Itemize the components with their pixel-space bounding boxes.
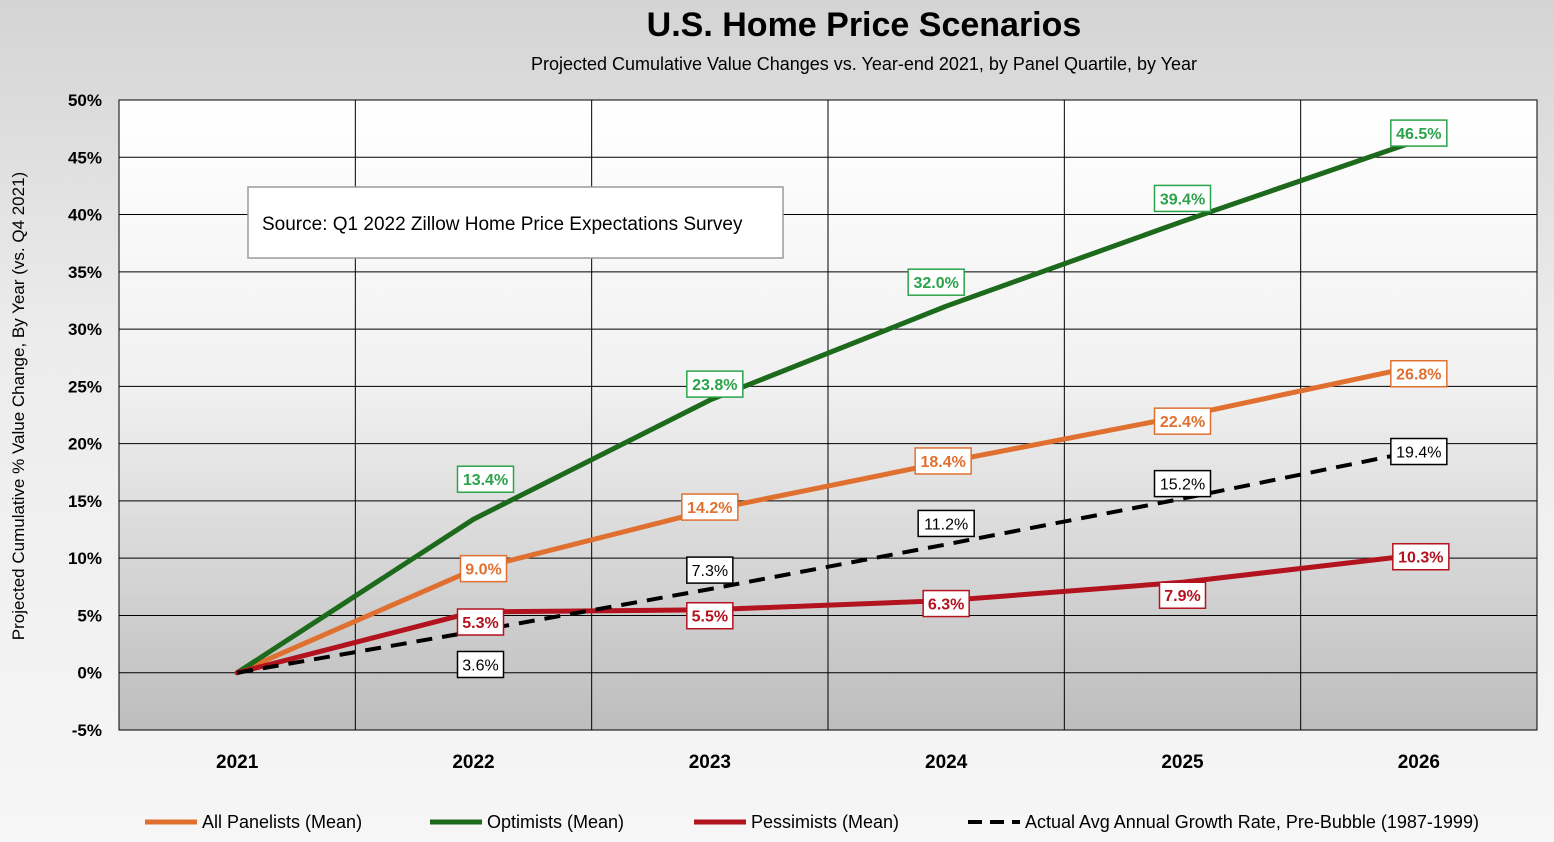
data-label-text: 3.6%: [462, 657, 498, 674]
x-tick-label: 2021: [216, 752, 259, 773]
data-label-text: 11.2%: [924, 516, 968, 533]
data-label: 46.5%: [1390, 119, 1448, 147]
data-label: 11.2%: [917, 509, 975, 538]
y-tick-label: 15%: [68, 492, 102, 511]
legend-item: Optimists (Mean): [430, 812, 624, 832]
x-tick-label: 2023: [689, 752, 731, 773]
legend-item: Actual Avg Annual Growth Rate, Pre-Bubbl…: [968, 812, 1479, 832]
legend-item: All Panelists (Mean): [145, 812, 362, 832]
legend-label: Actual Avg Annual Growth Rate, Pre-Bubbl…: [1025, 812, 1479, 832]
chart-subtitle: Projected Cumulative Value Changes vs. Y…: [530, 54, 1198, 74]
data-label: 32.0%: [907, 268, 965, 296]
y-tick-label: 45%: [68, 148, 102, 167]
data-label-text: 22.4%: [1160, 414, 1205, 431]
data-label-text: 9.0%: [465, 562, 501, 579]
data-label: 5.3%: [456, 608, 505, 636]
legend: All Panelists (Mean) Optimists (Mean) Pess…: [145, 812, 1479, 832]
y-tick-label: 35%: [68, 263, 102, 282]
data-label: 13.4%: [456, 465, 515, 493]
chart-title: U.S. Home Price Scenarios: [646, 6, 1082, 44]
y-tick-label: 0%: [77, 664, 102, 683]
data-label: 23.8%: [686, 370, 744, 398]
legend-item: Pessimists (Mean): [694, 812, 899, 832]
y-tick-label: 10%: [68, 549, 102, 568]
y-axis-label: Projected Cumulative % Value Change, By …: [9, 172, 28, 640]
data-label: 9.0%: [459, 554, 508, 583]
data-label: 39.4%: [1153, 184, 1212, 213]
data-label-text: 5.3%: [462, 615, 498, 632]
data-label: 15.2%: [1153, 469, 1212, 498]
data-label-text: 14.2%: [687, 500, 732, 517]
data-label-text: 32.0%: [913, 275, 958, 292]
series-line-3: [236, 448, 1420, 675]
data-label: 10.3%: [1392, 542, 1450, 571]
data-label-text: 5.5%: [692, 609, 728, 626]
source-annotation: Source: Q1 2022 Zillow Home Price Expect…: [247, 186, 784, 259]
legend-label: Optimists (Mean): [487, 812, 624, 832]
data-label-text: 46.5%: [1396, 126, 1441, 143]
data-label-text: 26.8%: [1396, 367, 1441, 384]
x-tick-label: 2025: [1161, 752, 1204, 773]
series-line-2: [234, 552, 1422, 676]
data-label-text: 6.3%: [928, 597, 964, 614]
data-label-text: 7.3%: [692, 563, 728, 580]
data-label-text: 15.2%: [1160, 477, 1205, 494]
data-label: 7.9%: [1158, 581, 1207, 609]
x-tick-label: 2022: [452, 752, 494, 773]
data-label: 14.2%: [681, 493, 739, 521]
y-tick-label: 25%: [68, 377, 102, 396]
legend-label: All Panelists (Mean): [202, 812, 362, 832]
y-tick-label: -5%: [72, 721, 102, 740]
data-label-text: 19.4%: [1396, 445, 1441, 462]
legend-label: Pessimists (Mean): [751, 812, 899, 832]
data-label: 18.4%: [914, 447, 972, 475]
data-label: 3.6%: [456, 650, 505, 679]
series-line-1: [234, 137, 1422, 676]
data-label-text: 23.8%: [692, 377, 737, 394]
y-tick-label: 30%: [68, 320, 102, 339]
data-label-text: 18.4%: [920, 454, 965, 471]
x-tick-label: 2026: [1398, 752, 1440, 773]
y-tick-label: 50%: [68, 91, 102, 110]
y-tick-label: 40%: [68, 206, 102, 225]
data-label: 6.3%: [922, 589, 970, 618]
data-label-text: 10.3%: [1398, 550, 1443, 567]
data-label: 22.4%: [1153, 407, 1212, 435]
source-text: Source: Q1 2022 Zillow Home Price Expect…: [262, 214, 743, 235]
data-label: 26.8%: [1390, 359, 1448, 388]
y-tick-label: 20%: [68, 435, 102, 454]
data-label: 5.5%: [686, 601, 734, 630]
data-label: 7.3%: [686, 556, 734, 584]
data-label: 19.4%: [1390, 437, 1448, 466]
y-tick-label: 5%: [77, 606, 102, 625]
data-label-text: 7.9%: [1164, 588, 1200, 605]
data-label-text: 13.4%: [463, 472, 508, 489]
series-line-0: [234, 363, 1422, 676]
x-tick-label: 2024: [925, 752, 968, 773]
data-label-text: 39.4%: [1160, 191, 1205, 208]
